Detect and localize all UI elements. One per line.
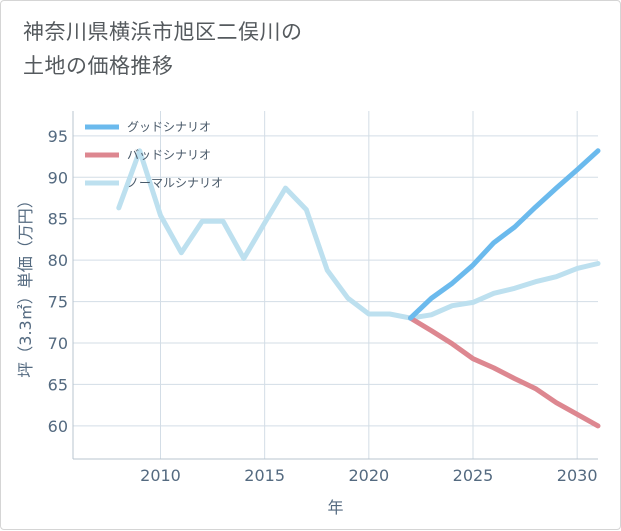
series-line-good <box>408 148 601 321</box>
series-line-bad <box>408 315 601 429</box>
y-tick-label-70: 70 <box>48 334 68 353</box>
y-tick-label-60: 60 <box>48 417 68 436</box>
y-tick-label-65: 65 <box>48 375 68 394</box>
x-tick-label-2020: 2020 <box>348 466 389 485</box>
y-tick-label-90: 90 <box>48 168 68 187</box>
chart-title-line-2: 土地の価格推移 <box>23 54 174 78</box>
y-tick-label-80: 80 <box>48 251 68 270</box>
series-line-normal <box>116 148 601 321</box>
axis-ticks: 2010 2015 2020 2025 2030 60 65 70 75 80 85 90 95 <box>48 127 598 485</box>
series-lines <box>116 148 601 429</box>
chart-title: 神奈川県横浜市旭区二俣川の 土地の価格推移 <box>23 15 463 83</box>
legend-label-bad: バッドシナリオ <box>127 148 211 162</box>
y-tick-label-85: 85 <box>48 210 68 229</box>
x-tick-label-2030: 2030 <box>557 466 598 485</box>
y-tick-label-95: 95 <box>48 127 68 146</box>
y-tick-label-75: 75 <box>48 293 68 312</box>
x-tick-label-2015: 2015 <box>244 466 285 485</box>
y-axis-title: 坪（3.3㎡）単価（万円） <box>16 192 35 377</box>
x-tick-label-2025: 2025 <box>453 466 494 485</box>
x-tick-label-2010: 2010 <box>140 466 181 485</box>
x-axis-title: 年 <box>327 498 343 517</box>
legend-label-good: グッドシナリオ <box>127 120 211 134</box>
legend-label-normal: ノーマルシナリオ <box>127 176 223 190</box>
chart-title-line-1: 神奈川県横浜市旭区二俣川の <box>23 20 303 44</box>
